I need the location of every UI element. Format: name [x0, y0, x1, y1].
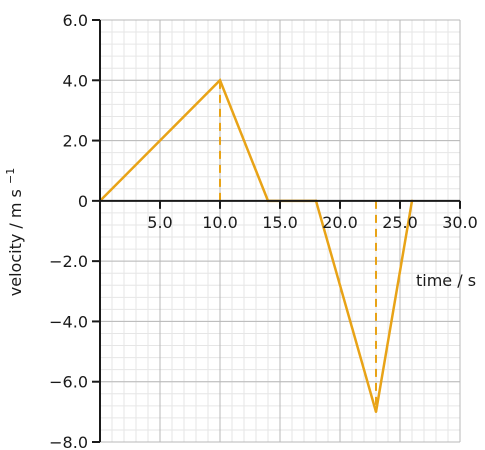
y-tick-label: −2.0 — [49, 252, 88, 271]
x-axis-label: time / s — [416, 271, 476, 290]
y-axis-label-superscript: −1 — [4, 168, 17, 184]
guide-lines — [219, 80, 377, 412]
data-point — [374, 410, 378, 414]
y-tick-label: 2.0 — [63, 132, 88, 151]
y-tick-label: 6.0 — [63, 11, 88, 30]
y-axis-label: velocity / m s −1 — [4, 168, 25, 296]
y-tick-label: −6.0 — [49, 373, 88, 392]
axes — [92, 19, 461, 443]
x-tick-label: 10.0 — [202, 213, 238, 232]
x-tick-label: 30.0 — [442, 213, 478, 232]
y-tick-label: 4.0 — [63, 71, 88, 90]
x-tick-label: 5.0 — [147, 213, 172, 232]
y-axis-label-main: velocity / m s — [6, 189, 25, 296]
data-point — [218, 79, 222, 82]
tick-labels: 6.0 4.0 2.0 0 −2.0 −4.0 −6.0 −8.0 5.0 10.0 15.0 20.… — [49, 11, 478, 450]
x-tick-label: 15.0 — [262, 213, 298, 232]
y-tick-label: −4.0 — [49, 312, 88, 331]
y-tick-label: 0 — [78, 192, 88, 211]
y-tick-label: −8.0 — [49, 433, 88, 450]
x-tick-label: 20.0 — [322, 213, 358, 232]
x-tick-label: 25.0 — [382, 213, 418, 232]
